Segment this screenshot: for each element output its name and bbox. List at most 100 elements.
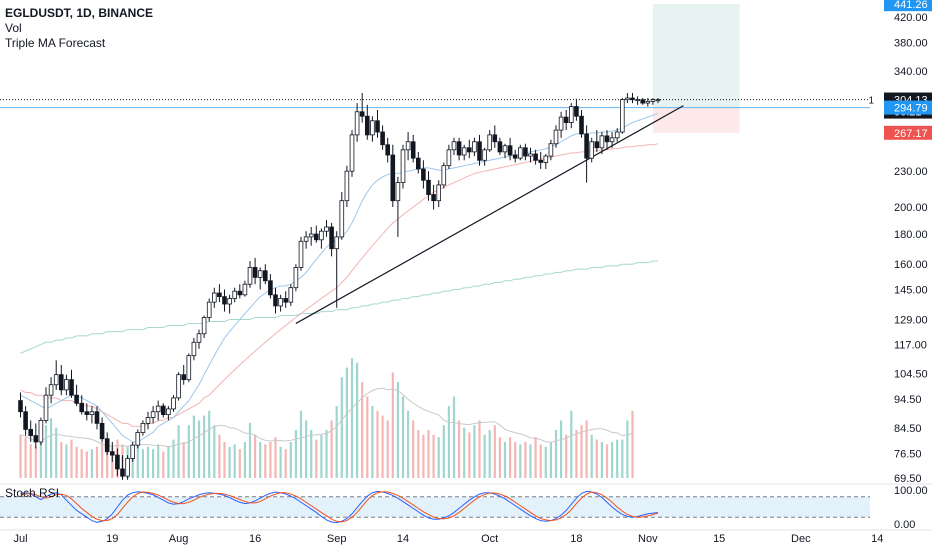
ma-mid-line — [20, 143, 659, 427]
volume-bar — [417, 430, 420, 478]
legend-symbol[interactable]: EGLDUSDT, 1D, BINANCE — [5, 6, 154, 20]
candle-body — [451, 141, 457, 151]
volume-bar — [152, 449, 155, 478]
candles — [18, 93, 661, 480]
candle-body — [155, 405, 161, 413]
candle-body — [217, 292, 222, 298]
rsi-tick-label: 100.00 — [894, 485, 928, 497]
volume-bar — [371, 406, 374, 478]
volume-bar — [539, 444, 542, 478]
volume-bar — [514, 442, 517, 478]
candle-body — [574, 106, 579, 117]
volume-bar — [452, 396, 456, 478]
volume-bar — [626, 420, 629, 478]
price-tick-label: 230.00 — [894, 166, 928, 178]
candle-body — [477, 141, 482, 161]
price-tick-label: 145.00 — [894, 284, 928, 296]
candle-body — [512, 154, 518, 159]
price-tick-label: 420.00 — [894, 12, 928, 24]
volume-bar — [560, 420, 563, 478]
moving-averages — [20, 113, 659, 443]
volume-bar — [85, 451, 88, 478]
candle-body — [33, 435, 39, 443]
volume-bar — [376, 410, 379, 478]
volume-bar — [345, 367, 348, 478]
volume-bar — [233, 444, 236, 478]
candle-body — [395, 182, 401, 202]
volume-bar — [264, 444, 267, 478]
volume-bar — [595, 439, 598, 478]
candle-body — [614, 131, 620, 139]
volume-bar — [401, 396, 405, 478]
volume-bar — [366, 396, 369, 478]
volume-bar — [565, 434, 568, 478]
volume-bar — [534, 437, 537, 478]
price-tick-label: 94.50 — [894, 394, 922, 406]
candle-body — [410, 141, 416, 159]
volume-bar — [585, 420, 588, 478]
legend-volume[interactable]: Vol — [5, 21, 22, 35]
time-tick-label: 14 — [871, 533, 883, 545]
candle-body — [339, 200, 345, 238]
candle-body — [324, 226, 329, 232]
candle-body — [625, 97, 630, 101]
candle-body — [630, 97, 635, 101]
price-tick-label: 160.00 — [894, 259, 928, 271]
price-tick-label: 76.50 — [894, 448, 922, 460]
volume-bar — [203, 415, 206, 478]
volume-bar — [407, 410, 410, 478]
volume-bar — [544, 446, 547, 478]
rsi-tick-label: 0.00 — [894, 519, 915, 531]
volume-bar — [243, 442, 246, 478]
time-tick-label: Dec — [791, 533, 811, 545]
candle-body — [482, 149, 487, 161]
time-tick-label: 16 — [249, 533, 261, 545]
volume-bar — [223, 442, 226, 478]
candle-body — [262, 270, 268, 282]
price-axis: 420.00 380.00 340.00 230.00 200.00 180.00 160.… — [894, 12, 928, 531]
candle-body — [110, 451, 115, 456]
volume-bar — [197, 420, 201, 478]
candle-body — [303, 236, 309, 242]
price-tag-label: 441.26 — [894, 0, 928, 11]
candle-body — [523, 147, 528, 157]
candle-body — [599, 135, 605, 149]
volume-bar — [447, 406, 450, 478]
price-tick-label: 69.50 — [894, 473, 922, 485]
candle-body — [461, 147, 467, 156]
candle-body — [247, 267, 253, 285]
candle-body — [232, 290, 238, 299]
volume-bar — [340, 377, 343, 478]
candle-body — [507, 145, 513, 156]
candle-body — [553, 129, 559, 145]
volume-bar — [192, 415, 195, 478]
volume-bar — [177, 425, 180, 478]
candle-body — [160, 405, 166, 415]
volume-bar — [350, 358, 354, 478]
stoch-rsi-label[interactable]: Stoch RSI — [5, 486, 60, 500]
candle-body — [181, 374, 187, 381]
candle-body — [421, 168, 426, 181]
price-tick-label: 340.00 — [894, 66, 928, 78]
volume-bar — [157, 444, 160, 478]
legend-indicator[interactable]: Triple MA Forecast — [5, 36, 106, 50]
chart-legend: EGLDUSDT, 1D, BINANCE Vol Triple MA Fore… — [5, 6, 153, 51]
volume-bar — [580, 425, 583, 478]
volume-bar — [503, 442, 507, 478]
candle-body — [196, 333, 202, 343]
candle-body — [584, 133, 589, 159]
volume-bar — [335, 406, 338, 478]
price-tick-label: 117.00 — [894, 339, 927, 351]
candle-body — [53, 374, 59, 386]
candle-body — [380, 131, 385, 146]
volume-bar — [106, 444, 109, 478]
candle-body — [538, 159, 543, 163]
position-zones — [652, 4, 740, 133]
candle-body — [206, 301, 212, 318]
candle-body — [364, 115, 370, 136]
time-tick-label: Jul — [13, 533, 27, 545]
candle-body — [140, 422, 146, 433]
